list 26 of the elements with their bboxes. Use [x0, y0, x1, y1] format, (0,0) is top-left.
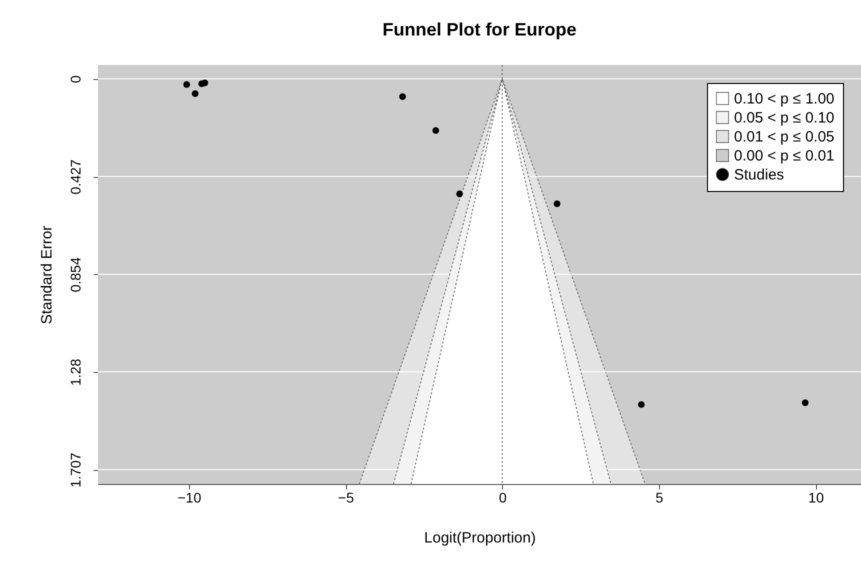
y-tick-label: 1.707 — [68, 452, 84, 488]
x-tick-label: −5 — [338, 490, 354, 506]
y-tick-label: 0 — [68, 75, 84, 84]
legend-label: 0.05 < p ≤ 0.10 — [734, 110, 834, 126]
y-tick-label: 0.427 — [68, 159, 84, 195]
x-tick-label: −10 — [177, 490, 202, 506]
x-axis-title: Logit(Proportion) — [424, 530, 536, 546]
point — [432, 127, 440, 134]
y-axis-title: Standard Error — [38, 226, 56, 324]
x-tick-label: 0 — [498, 490, 507, 506]
point — [554, 200, 560, 208]
legend-label: 0.01 < p ≤ 0.05 — [734, 128, 834, 146]
band-label: 0.00 < p ≤ 0.01 — [734, 148, 834, 164]
x-tick-label: 10 — [808, 490, 824, 506]
legend-label: 0.10 < p ≤ 1.00 — [734, 90, 834, 108]
legend-label: Studies — [734, 166, 784, 184]
x-tick-label: 5 — [655, 490, 664, 506]
point — [456, 190, 463, 198]
chart-title: Funnel Plot for Europe — [382, 20, 576, 40]
point — [192, 90, 198, 97]
y-tick-label: 1.28 — [68, 358, 84, 386]
y-tick-label: 0.854 — [68, 257, 84, 292]
point — [638, 401, 645, 408]
point — [183, 81, 190, 88]
point — [399, 93, 406, 100]
point — [802, 399, 809, 406]
